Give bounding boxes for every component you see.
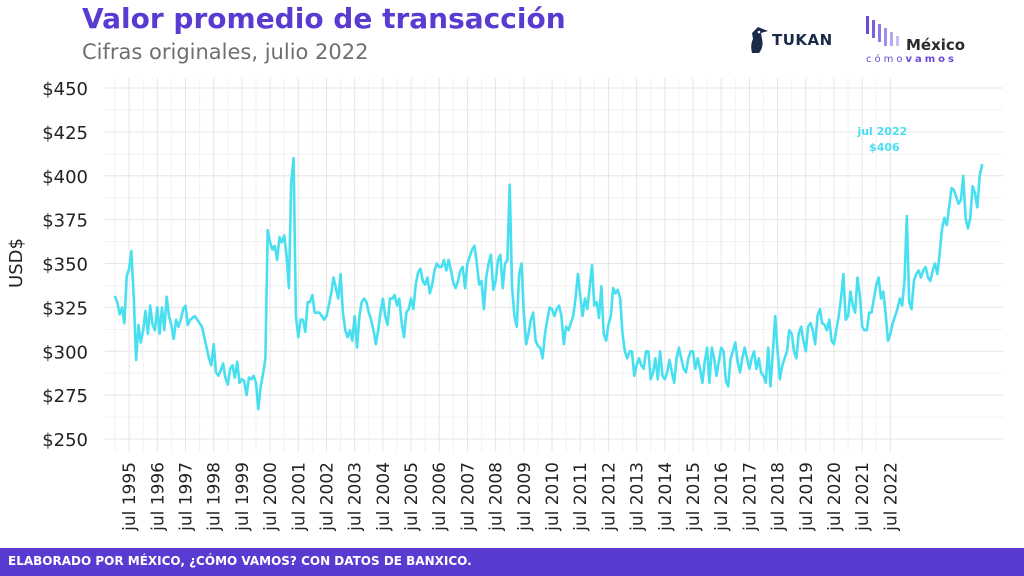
x-tick-label: jul 1999 — [233, 462, 253, 532]
series-line — [113, 156, 984, 411]
x-tick-label: jul 2005 — [402, 462, 422, 532]
x-tick-label: jul 1995 — [120, 462, 140, 532]
x-tick-label: jul 2017 — [740, 462, 760, 532]
mcv-logo-light: cómo — [866, 54, 906, 65]
x-tick-label: jul 2009 — [515, 462, 535, 532]
x-tick-label: jul 2007 — [458, 462, 478, 532]
y-tick-label: $350 — [42, 255, 88, 276]
x-tick-label: jul 1996 — [148, 462, 168, 532]
y-tick-label: $375 — [42, 211, 88, 232]
y-axis-label: USD$ — [6, 238, 27, 288]
y-tick-label: $400 — [42, 167, 88, 188]
mexico-como-vamos-logo: México cómovamos — [864, 14, 984, 70]
x-tick-label: jul 2004 — [374, 462, 394, 532]
chart-title: Valor promedio de transacción — [82, 2, 566, 35]
chart-subtitle: Cifras originales, julio 2022 — [82, 40, 369, 64]
tukan-logo: TUKAN — [748, 22, 833, 58]
x-tick-label: jul 2020 — [825, 462, 845, 532]
annotation-date-label: jul 2022 — [856, 125, 907, 138]
mcv-logo-bold: vamos — [905, 54, 957, 65]
mcv-logo-top: México — [906, 36, 966, 54]
x-tick-label: jul 2010 — [543, 462, 563, 532]
line-chart: $250 $275 $300 $325 $350 $375 $400 $425 $450 jul… — [6, 78, 1003, 532]
toucan-icon — [751, 27, 768, 53]
x-tick-label: jul 2001 — [289, 462, 309, 532]
mcv-logo-bottom: cómovamos — [866, 54, 957, 65]
x-axis: jul 1995 jul 1996 jul 1997 jul 1998 jul 1999… — [120, 462, 901, 532]
x-tick-label: jul 2013 — [628, 462, 648, 532]
x-tick-label: jul 2006 — [430, 462, 450, 532]
x-tick-label: jul 2012 — [599, 462, 619, 532]
x-tick-label: jul 2014 — [656, 462, 676, 532]
x-tick-label: jul 2019 — [797, 462, 817, 532]
x-tick-label: jul 1997 — [176, 462, 196, 532]
y-tick-label: $300 — [42, 342, 88, 363]
x-tick-label: jul 2002 — [317, 462, 337, 532]
y-axis: $250 $275 $300 $325 $350 $375 $400 $425 $450 — [42, 79, 88, 451]
y-tick-label: $450 — [42, 79, 88, 100]
y-tick-label: $425 — [42, 123, 88, 144]
x-tick-label: jul 2016 — [712, 462, 732, 532]
bars-icon — [866, 16, 899, 46]
y-tick-label: $275 — [42, 386, 88, 407]
tukan-logo-text: TUKAN — [772, 31, 833, 49]
x-tick-label: jul 2015 — [684, 462, 704, 532]
grid — [105, 78, 1003, 452]
x-tick-label: jul 2008 — [487, 462, 507, 532]
x-tick-label: jul 2018 — [769, 462, 789, 532]
x-tick-label: jul 2022 — [881, 462, 901, 532]
annotation-value-label: $406 — [869, 141, 900, 154]
y-tick-label: $325 — [42, 298, 88, 319]
x-tick-label: jul 2011 — [571, 462, 591, 532]
x-tick-label: jul 2003 — [346, 462, 366, 532]
x-tick-label: jul 1998 — [205, 462, 225, 532]
footer-bar: ELABORADO POR MÉXICO, ¿CÓMO VAMOS? CON D… — [0, 548, 1024, 576]
y-tick-label: $250 — [42, 430, 88, 451]
footer-text: ELABORADO POR MÉXICO, ¿CÓMO VAMOS? CON D… — [8, 554, 472, 568]
x-tick-label: jul 2021 — [853, 462, 873, 532]
x-tick-label: jul 2000 — [261, 462, 281, 532]
